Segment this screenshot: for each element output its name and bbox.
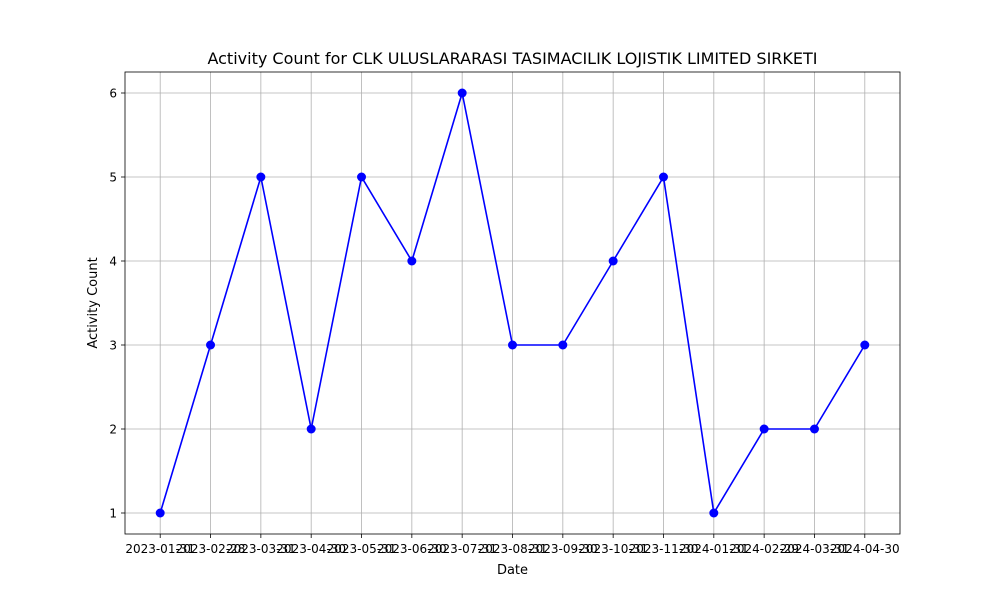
data-point	[357, 172, 367, 182]
x-tick-label: 2023-01-31	[125, 542, 195, 556]
x-tick-label: 2023-08-31	[478, 542, 548, 556]
y-axis-label: Activity Count	[86, 257, 101, 348]
x-tick-label: 2024-03-31	[780, 542, 850, 556]
y-tick-label: 3	[109, 339, 117, 353]
x-tick-label: 2023-09-30	[528, 542, 598, 556]
y-tick-label: 5	[109, 171, 117, 185]
x-tick-label: 2023-05-31	[327, 542, 397, 556]
y-tick-label: 2	[109, 423, 117, 437]
series	[155, 88, 870, 518]
data-point	[155, 508, 165, 518]
x-tick-label: 2023-07-31	[427, 542, 497, 556]
x-tick-label: 2023-04-30	[276, 542, 346, 556]
data-point	[608, 256, 618, 266]
y-tick-label: 6	[109, 87, 117, 101]
data-point	[558, 340, 568, 350]
x-axis-label: Date	[497, 563, 528, 578]
y-tick-label: 4	[109, 255, 117, 269]
x-tick-label: 2024-02-29	[729, 542, 799, 556]
x-tick-label: 2024-01-31	[679, 542, 749, 556]
chart-title: Activity Count for CLK ULUSLARARASI TASI…	[207, 49, 817, 68]
x-tick-label: 2024-04-30	[830, 542, 900, 556]
axis-ticks: 2023-01-312023-02-282023-03-312023-04-30…	[109, 87, 899, 557]
plot-frame	[124, 71, 901, 535]
data-point	[206, 340, 216, 350]
data-point	[256, 172, 266, 182]
x-tick-label: 2023-06-30	[377, 542, 447, 556]
grid	[125, 72, 900, 534]
data-point	[407, 256, 417, 266]
data-point	[508, 340, 517, 350]
data-point	[658, 172, 668, 182]
x-tick-label: 2023-11-30	[629, 542, 699, 556]
data-point	[809, 424, 819, 434]
data-point	[709, 508, 719, 518]
x-tick-label: 2023-10-31	[578, 542, 648, 556]
data-point	[759, 424, 769, 434]
data-point	[306, 424, 316, 434]
data-point	[457, 88, 467, 98]
x-tick-label: 2023-03-31	[226, 542, 296, 556]
x-tick-label: 2023-02-28	[176, 542, 246, 556]
y-tick-label: 1	[109, 507, 117, 521]
data-point	[860, 340, 870, 350]
